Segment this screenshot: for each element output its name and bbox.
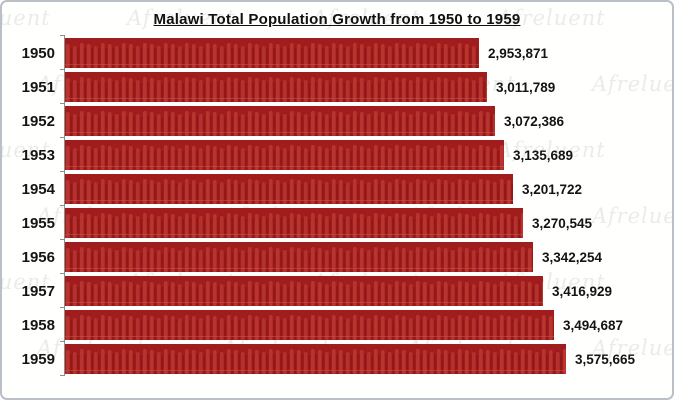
bar-row: 1950 2,953,871 (22, 35, 672, 70)
bar-texture (65, 208, 523, 238)
bar-texture (65, 140, 504, 170)
chart-title: Malawi Total Population Growth from 1950… (153, 11, 521, 28)
population-bar (65, 242, 533, 272)
year-label: 1952 (21, 112, 55, 130)
bar-row: 1953 3,135,689 (22, 137, 672, 172)
value-label: 3,270,545 (532, 215, 593, 231)
bar-row: 1955 3,270,545 (22, 205, 672, 240)
year-label: 1957 (21, 282, 55, 300)
value-label: 3,135,689 (513, 147, 574, 163)
value-label: 3,342,254 (542, 249, 603, 265)
bar-texture (65, 106, 495, 136)
year-label: 1958 (21, 316, 55, 334)
bar-texture (65, 276, 543, 306)
population-bar (65, 310, 554, 340)
bar-row: 1959 3,575,665 (22, 341, 672, 376)
value-label: 3,072,386 (504, 113, 565, 129)
bar-texture (65, 174, 513, 204)
year-label: 1954 (21, 180, 55, 198)
year-label: 1955 (21, 214, 55, 232)
population-bar (65, 344, 566, 374)
plot-area: 1950 2,953,871 1951 3,011,789 1952 3,072,386 1… (22, 35, 672, 376)
bar-texture (65, 310, 554, 340)
population-bar (65, 140, 504, 170)
value-label: 2,953,871 (488, 45, 549, 61)
population-bar (65, 276, 543, 306)
population-bar (65, 174, 513, 204)
population-bar (65, 208, 523, 238)
bar-texture (65, 344, 566, 374)
population-bar (65, 72, 487, 102)
year-label: 1951 (21, 78, 55, 96)
bar-row: 1952 3,072,386 (22, 103, 672, 138)
bar-row: 1958 3,494,687 (22, 307, 672, 342)
year-label: 1959 (21, 350, 55, 368)
bar-row: 1956 3,342,254 (22, 239, 672, 274)
bar-row: 1954 3,201,722 (22, 171, 672, 206)
chart-content: Malawi Total Population Growth from 1950… (2, 2, 672, 376)
bar-texture (65, 72, 487, 102)
value-label: 3,494,687 (563, 317, 624, 333)
value-label: 3,011,789 (496, 79, 556, 95)
population-bar (65, 38, 479, 68)
value-label: 3,201,722 (522, 181, 583, 197)
year-label: 1950 (21, 44, 55, 62)
bar-texture (65, 242, 533, 272)
value-label: 3,416,929 (552, 283, 613, 299)
population-bar (65, 106, 495, 136)
year-label: 1956 (21, 248, 55, 266)
bar-row: 1951 3,011,789 (22, 69, 672, 104)
bar-row: 1957 3,416,929 (22, 273, 672, 308)
bar-texture (65, 38, 479, 68)
year-label: 1953 (21, 146, 55, 164)
value-label: 3,575,665 (575, 351, 636, 367)
